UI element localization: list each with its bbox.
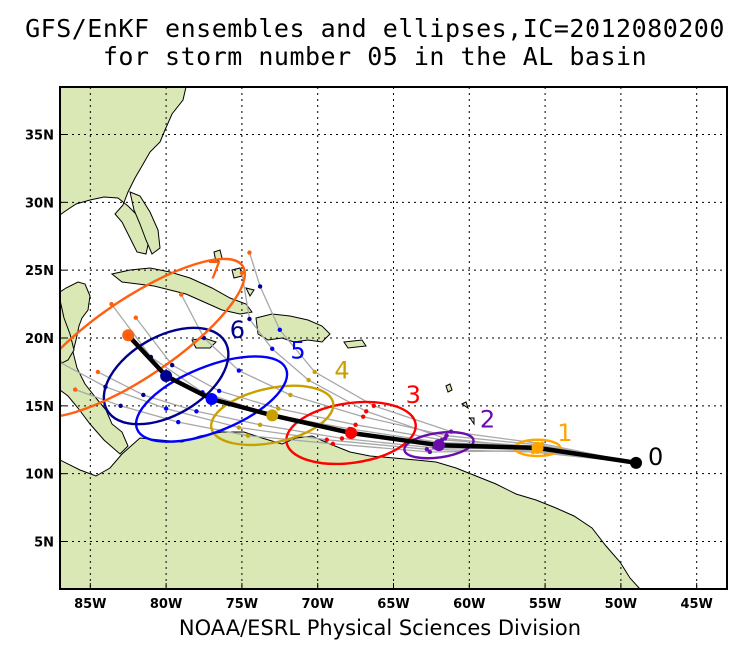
- lat-tick-label: 35N: [25, 128, 54, 143]
- member-position-dot: [236, 425, 242, 430]
- lon-tick-label: 50W: [605, 597, 637, 612]
- member-position-dot: [277, 327, 283, 333]
- member-position-dot: [257, 422, 263, 428]
- member-position-dot: [257, 284, 263, 289]
- day-0-position-marker: [630, 456, 643, 469]
- member-position-dot: [239, 270, 245, 276]
- member-position-dot: [194, 409, 199, 414]
- ensemble-mean-track: [122, 329, 643, 469]
- day-5-label: 5: [290, 336, 305, 364]
- day-3-position-marker: [345, 426, 358, 439]
- day-4-ellipse: [209, 384, 335, 447]
- member-position-dot: [247, 250, 252, 255]
- member-position-dot: [95, 369, 101, 375]
- member-position-dot: [236, 368, 242, 373]
- day-1-label: 1: [557, 419, 572, 447]
- member-position-dot: [324, 437, 329, 442]
- member-position-dot: [424, 447, 430, 452]
- lat-tick-label: 10N: [25, 468, 54, 483]
- lon-tick-label: 85W: [74, 597, 106, 612]
- member-position-dot: [270, 346, 275, 352]
- forecast-day-labels: 0 1 2 3 4 5 6 7: [207, 256, 663, 471]
- lon-tick-label: 65W: [377, 597, 409, 612]
- member-position-dot: [306, 377, 311, 383]
- member-position-dot: [163, 406, 169, 411]
- map-title-line1: GFS/EnKF ensembles and ellipses,IC=20120…: [25, 14, 725, 43]
- day-1-position-marker: [531, 441, 544, 454]
- puerto-rico-land: [343, 339, 367, 349]
- mean-track-line: [126, 333, 637, 466]
- member-position-dot: [133, 315, 138, 320]
- day-2-position-marker: [432, 439, 445, 452]
- member-position-dot: [176, 419, 181, 425]
- day-3-label: 3: [406, 381, 421, 409]
- member-position-dot: [353, 422, 358, 428]
- member-position-dot: [360, 414, 366, 419]
- day-7-position-marker: [122, 329, 135, 342]
- day-4-label: 4: [334, 357, 349, 385]
- lon-tick-label: 45W: [680, 597, 712, 612]
- member-position-dot: [216, 388, 222, 394]
- member-position-dot: [442, 436, 448, 441]
- central-america-land: [60, 281, 129, 455]
- lon-tick-label: 60W: [453, 597, 485, 612]
- member-position-dot: [141, 392, 146, 398]
- day-3-ellipse: [285, 400, 417, 466]
- day-4-position-marker: [266, 409, 279, 422]
- day-6-position-marker: [160, 369, 173, 382]
- day-6-label: 6: [230, 316, 245, 344]
- south-america-land: [60, 431, 641, 589]
- member-track-line: [180, 294, 637, 464]
- day-5-ellipse: [134, 355, 289, 443]
- lesser-antilles-land: [445, 383, 475, 426]
- day-7-label: 7: [207, 256, 222, 284]
- member-position-dot: [169, 362, 175, 368]
- member-position-dot: [247, 316, 252, 322]
- lon-tick-label: 70W: [301, 597, 333, 612]
- member-position-dot: [118, 403, 123, 409]
- member-position-dot: [371, 403, 376, 409]
- lat-tick-label: 25N: [25, 264, 54, 279]
- day-2-label: 2: [480, 406, 495, 434]
- uncertainty-ellipses: [60, 257, 562, 466]
- member-position-dot: [72, 387, 78, 392]
- florida-land: [129, 191, 161, 255]
- day-2-ellipse: [403, 430, 475, 460]
- land-layer: [60, 87, 641, 589]
- lat-tick-label: 30N: [25, 196, 54, 211]
- day-7-ellipse: [60, 257, 247, 419]
- hispaniola-land: [255, 313, 331, 343]
- member-position-dot: [179, 292, 184, 297]
- day-0-label: 0: [648, 443, 663, 471]
- member-position-dot: [364, 409, 369, 414]
- lon-tick-label: 80W: [150, 597, 182, 612]
- lon-tick-label: 75W: [226, 597, 258, 612]
- member-position-dot: [330, 441, 336, 447]
- lat-tick-label: 5N: [34, 536, 54, 551]
- member-position-dot: [288, 392, 293, 398]
- credit-line: NOAA/ESRL Physical Sciences Division: [178, 616, 582, 640]
- day-5-position-marker: [205, 393, 218, 406]
- lat-tick-label: 20N: [25, 332, 54, 347]
- member-position-dot: [276, 406, 281, 411]
- yucatan-land: [60, 299, 75, 365]
- member-position-dot: [312, 369, 317, 375]
- cuba-land: [110, 267, 253, 315]
- lon-tick-label: 55W: [529, 597, 561, 612]
- member-position-dot: [245, 433, 251, 438]
- lat-tick-label: 15N: [25, 400, 54, 415]
- axis-labels: 85W 80W 75W 70W 65W 60W 55W 50W 45W5N10N15N20N25…: [25, 128, 713, 612]
- day-6-ellipse: [102, 326, 230, 426]
- member-position-dot: [427, 449, 433, 455]
- member-position-dot: [339, 436, 345, 441]
- map-title-line2: for storm number 05 in the AL basin: [102, 42, 648, 71]
